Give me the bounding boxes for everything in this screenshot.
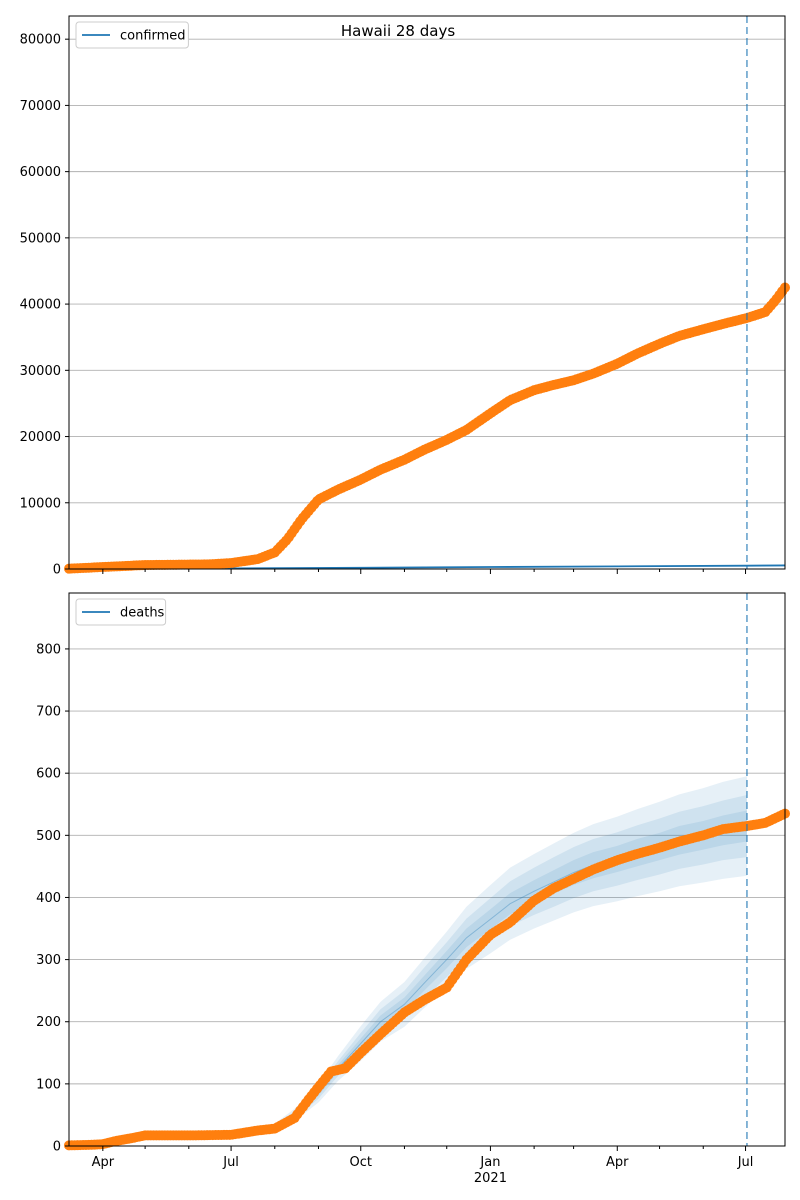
deaths-legend: deaths bbox=[75, 598, 167, 626]
legend-box bbox=[75, 598, 167, 626]
y-tick-label: 100 bbox=[36, 1077, 61, 1092]
confirmed-panel: 0 10000 20000 30000 40000 50000 60000 70000 8000… bbox=[20, 15, 790, 578]
deaths-y-axis: 0 100 200 300 400 500 600 700 800 bbox=[36, 642, 69, 1155]
deaths-panel: 0 100 200 300 400 500 600 700 800 Apr Jul Oct Jan20… bbox=[36, 592, 790, 1186]
x-tick-label: Jul bbox=[737, 1155, 754, 1170]
y-tick-label: 50000 bbox=[20, 231, 61, 246]
y-tick-label: 30000 bbox=[20, 364, 61, 379]
y-tick-label: 0 bbox=[53, 563, 61, 578]
x-tick-label: Jul bbox=[222, 1155, 239, 1170]
confirmed-x-axis-ticks bbox=[102, 569, 747, 574]
confirmed-observed-series bbox=[64, 282, 790, 574]
x-tick-label: Apr bbox=[606, 1155, 629, 1170]
y-tick-label: 20000 bbox=[20, 430, 61, 445]
x-tick-label: Jan bbox=[479, 1155, 500, 1170]
y-tick-label: 10000 bbox=[20, 496, 61, 511]
y-tick-label: 400 bbox=[36, 891, 61, 906]
y-tick-label: 60000 bbox=[20, 165, 61, 180]
y-tick-label: 70000 bbox=[20, 99, 61, 114]
uncertainty-band bbox=[69, 794, 747, 1145]
y-tick-label: 0 bbox=[53, 1140, 61, 1155]
y-tick-label: 700 bbox=[36, 705, 61, 720]
y-tick-label: 80000 bbox=[20, 33, 61, 48]
y-tick-label: 40000 bbox=[20, 298, 61, 313]
confirmed-legend: confirmed bbox=[75, 21, 189, 49]
confirmed-y-axis: 0 10000 20000 30000 40000 50000 60000 70000 8000… bbox=[20, 33, 69, 578]
confirmed-model-series bbox=[68, 564, 786, 570]
deaths-axes-frame bbox=[68, 592, 786, 1147]
x-tick-label: Oct bbox=[350, 1155, 372, 1170]
x-tick-label: Apr bbox=[92, 1155, 115, 1170]
y-tick-label: 600 bbox=[36, 767, 61, 782]
model-line bbox=[68, 564, 786, 570]
figure-title: Hawaii 28 days bbox=[341, 22, 455, 40]
legend-label: deaths bbox=[120, 606, 165, 621]
y-tick-label: 300 bbox=[36, 953, 61, 968]
uncertainty-band bbox=[69, 776, 747, 1145]
y-tick-label: 800 bbox=[36, 642, 61, 657]
legend-label: confirmed bbox=[120, 29, 186, 44]
y-tick-label: 200 bbox=[36, 1015, 61, 1030]
confirmed-axes-frame bbox=[68, 15, 786, 570]
x-tick-year-label: 2021 bbox=[474, 1171, 507, 1186]
legend-box bbox=[75, 21, 189, 49]
deaths-observed-series bbox=[64, 808, 790, 1151]
y-tick-label: 500 bbox=[36, 829, 61, 844]
